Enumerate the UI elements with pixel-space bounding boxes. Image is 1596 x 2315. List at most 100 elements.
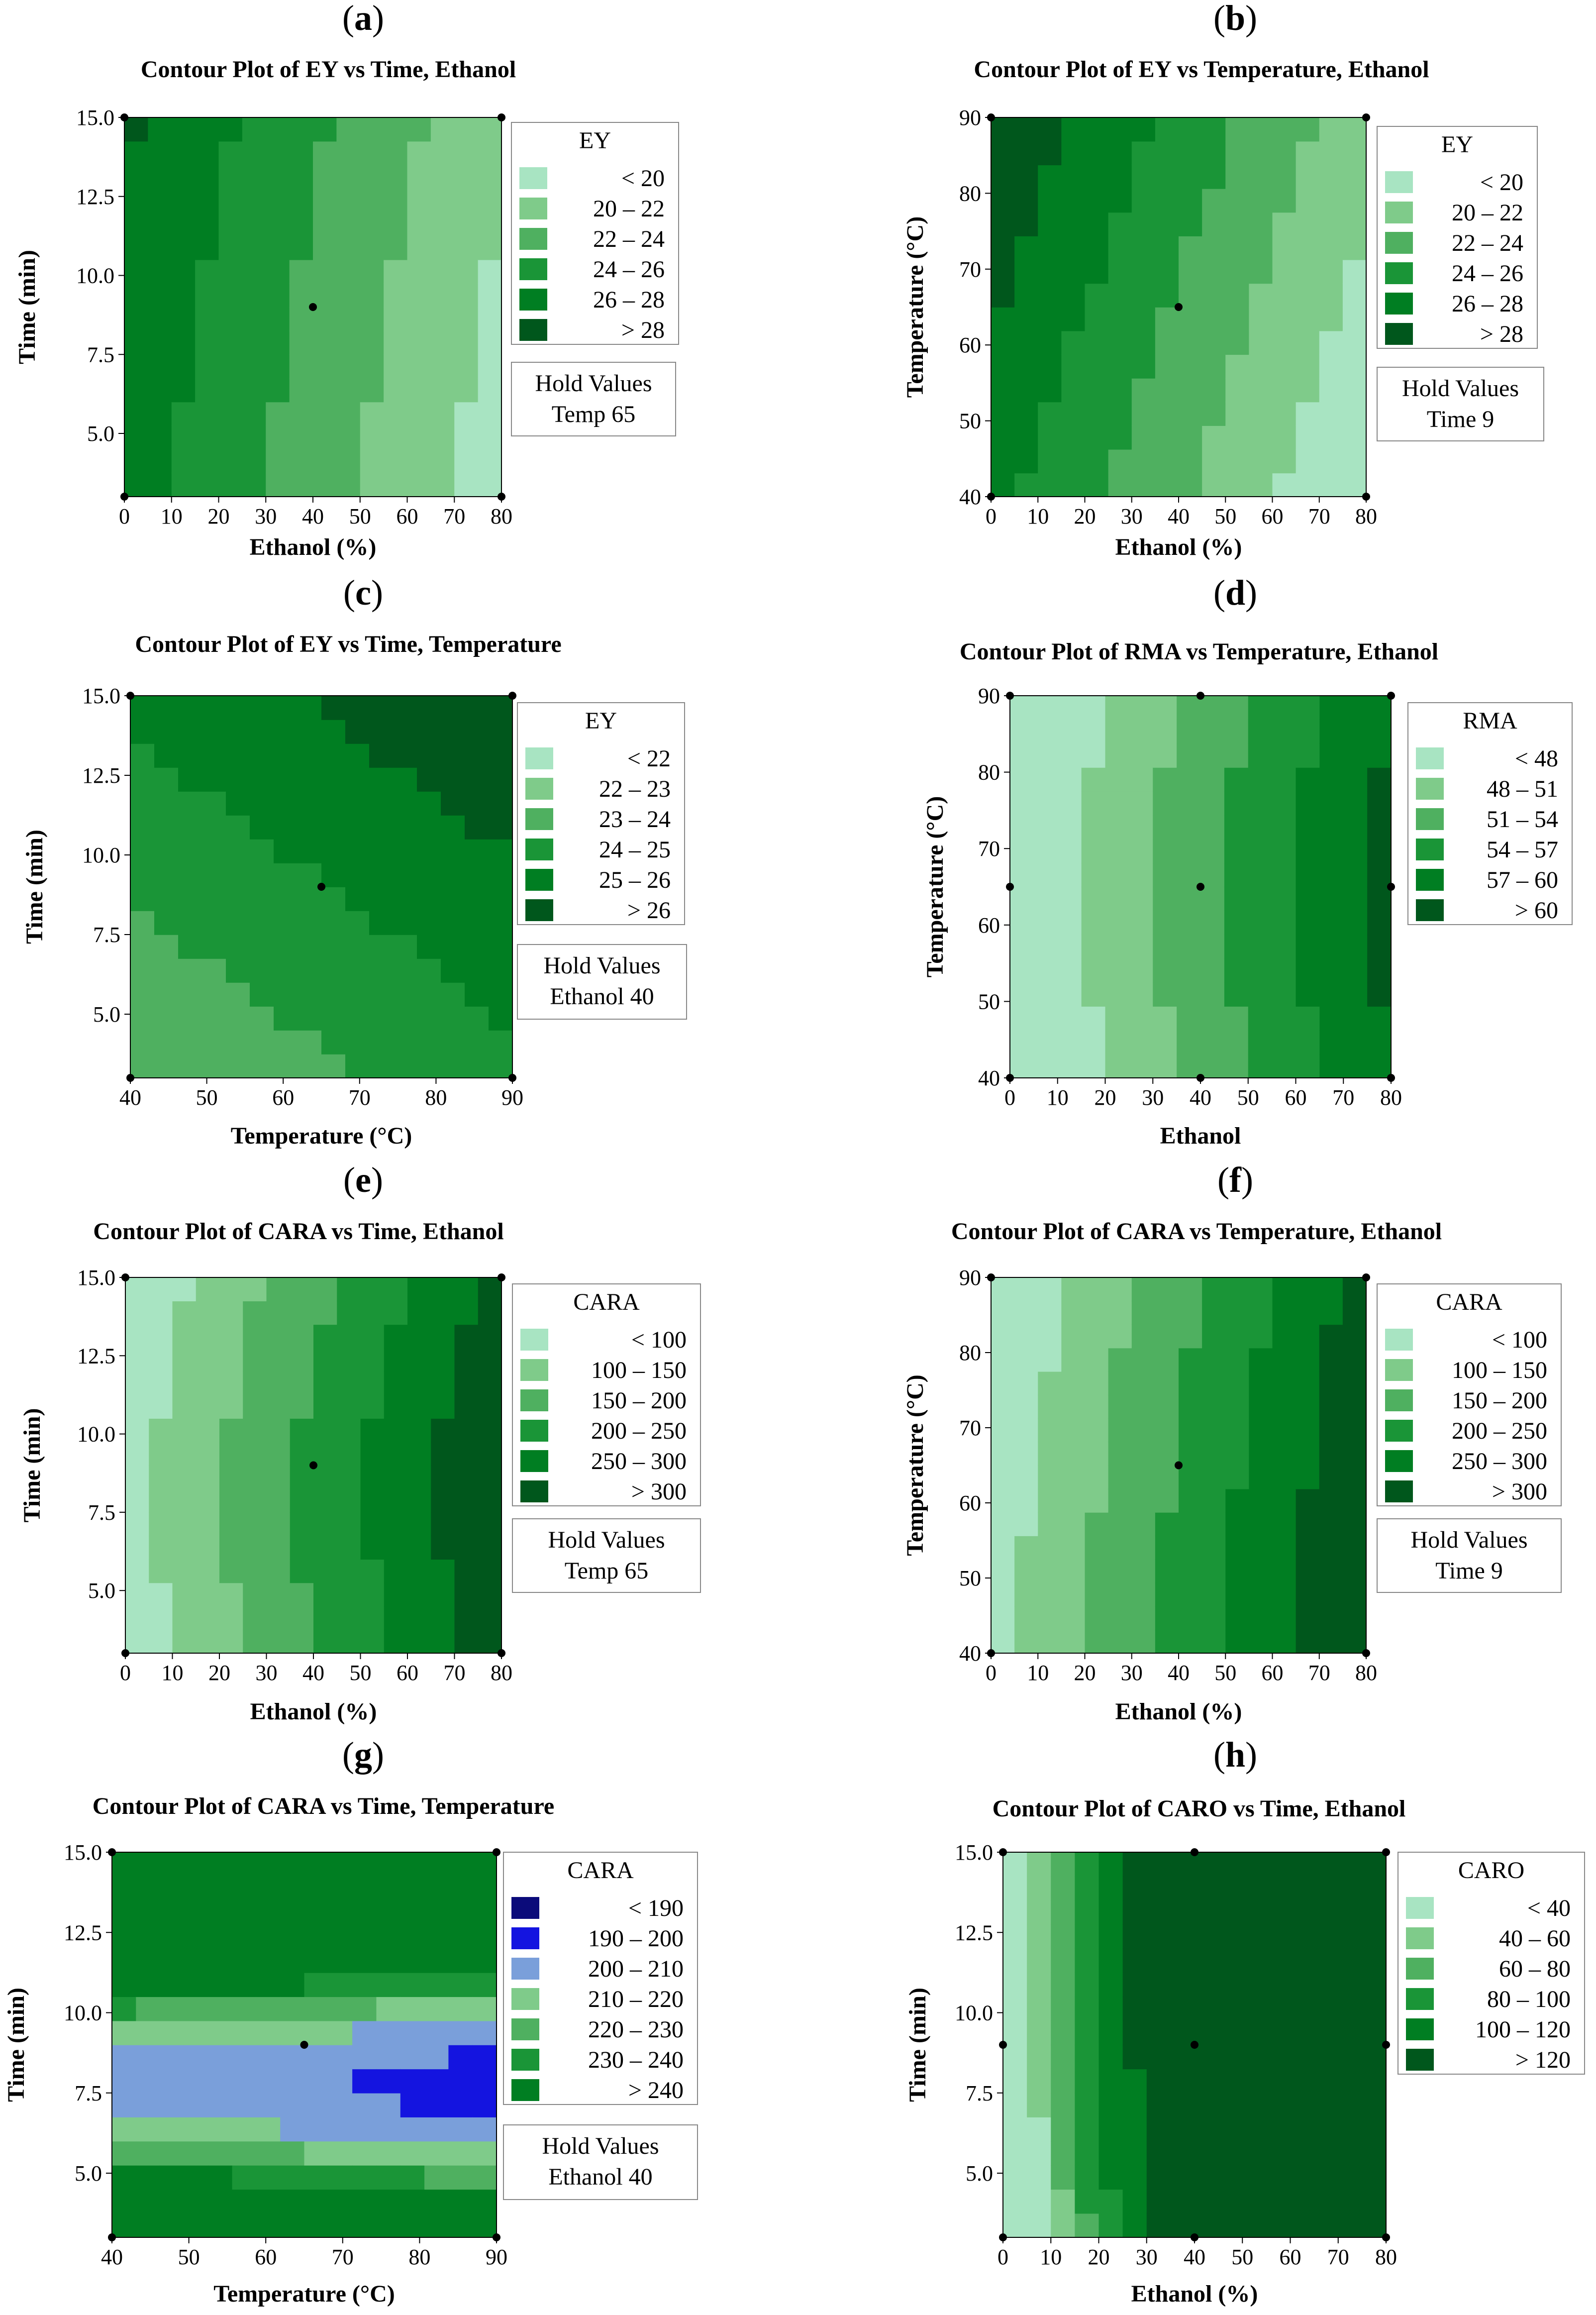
contour-cell — [290, 1629, 314, 1654]
contour-cell — [172, 1371, 197, 1395]
contour-cell — [1200, 1030, 1225, 1054]
contour-cell — [1038, 449, 1062, 474]
contour-cell — [1225, 1301, 1250, 1325]
contour-cell — [431, 1371, 455, 1395]
contour-cell — [1249, 1465, 1273, 1489]
contour-cell — [1129, 815, 1154, 840]
contour-cell — [184, 2045, 209, 2070]
contour-cell — [345, 911, 370, 935]
contour-cell — [208, 1948, 233, 1973]
contour-cell — [1010, 1006, 1034, 1031]
contour-cell — [430, 307, 455, 331]
contour-cell — [1003, 1948, 1027, 1973]
contour-cell — [1319, 165, 1343, 189]
x-tick-label: 50 — [1231, 2245, 1253, 2269]
contour-cell — [424, 2213, 449, 2238]
contour-cell — [1146, 1924, 1171, 1949]
contour-cell — [1051, 2093, 1076, 2117]
contour-cell — [1014, 449, 1039, 474]
contour-cell — [1296, 1442, 1320, 1466]
contour-cell — [1033, 935, 1058, 959]
x-tick-label: 30 — [1136, 2245, 1158, 2269]
legend-swatch — [511, 1988, 539, 2010]
contour-cell — [400, 2213, 425, 2238]
contour-cell — [1061, 1394, 1086, 1419]
contour-cell — [202, 696, 226, 720]
contour-cell — [1108, 473, 1132, 497]
contour-cell — [280, 1924, 305, 1949]
contour-cell — [1179, 236, 1202, 260]
contour-cell — [1249, 1512, 1273, 1536]
contour-cell — [1242, 1997, 1267, 2021]
contour-cell — [256, 1948, 281, 1973]
contour-cell — [1155, 330, 1179, 355]
x-tick-label: 70 — [1327, 2245, 1349, 2269]
contour-cell — [1195, 2093, 1219, 2117]
hold-box — [1377, 1518, 1562, 1593]
legend-swatch — [511, 2049, 539, 2071]
contour-cell — [376, 1900, 401, 1925]
contour-cell — [1248, 696, 1273, 720]
contour-cell — [1342, 449, 1367, 474]
contour-cell — [125, 1536, 150, 1560]
contour-cell — [1202, 188, 1226, 213]
x-tick-label: 80 — [1355, 504, 1377, 528]
contour-cell — [1085, 1606, 1109, 1630]
contour-cell — [991, 259, 1015, 284]
x-tick-label: 0 — [120, 1661, 131, 1685]
contour-cell — [218, 330, 243, 355]
contour-cell — [1225, 425, 1250, 450]
contour-cell — [1105, 743, 1130, 768]
contour-cell — [407, 378, 431, 403]
x-axis-label: Ethanol (%) — [250, 534, 377, 560]
contour-cell — [1296, 307, 1320, 331]
contour-cell — [112, 2093, 137, 2117]
contour-cell — [1296, 402, 1320, 426]
contour-cell — [130, 935, 155, 959]
contour-cell — [393, 743, 417, 768]
contour-cell — [1146, 1972, 1171, 1998]
contour-cell — [172, 1559, 197, 1583]
contour-cell — [393, 911, 417, 935]
contour-cell — [1038, 141, 1062, 166]
contour-cell — [1153, 1054, 1177, 1078]
contour-cell — [1249, 1394, 1273, 1419]
contour-cell — [1338, 1900, 1363, 1925]
contour-cell — [1170, 2093, 1195, 2117]
contour-cell — [1249, 212, 1273, 236]
contour-cell — [242, 449, 267, 474]
panel-letter-close: ) — [1245, 1735, 1257, 1775]
contour-cell — [337, 1394, 361, 1419]
contour-cell — [154, 743, 179, 768]
contour-cell — [232, 2020, 257, 2045]
contour-cell — [417, 911, 441, 935]
contour-cell — [1319, 188, 1343, 213]
contour-cell — [1342, 402, 1367, 426]
contour-cell — [1105, 720, 1130, 744]
contour-cell — [219, 1629, 244, 1654]
contour-cell — [454, 1629, 479, 1654]
contour-cell — [424, 2069, 449, 2094]
contour-cell — [112, 2069, 137, 2094]
contour-cell — [1296, 449, 1320, 474]
legend-swatch — [525, 808, 553, 830]
contour-cell — [1342, 141, 1367, 166]
contour-cell — [1202, 1629, 1226, 1654]
contour-cell — [454, 1582, 479, 1607]
contour-cell — [136, 2189, 161, 2214]
contour-cell — [250, 958, 274, 983]
contour-cell — [430, 117, 455, 142]
contour-cell — [1290, 1900, 1315, 1925]
contour-cell — [337, 1324, 361, 1349]
contour-cell — [1296, 1324, 1320, 1349]
contour-cell — [489, 1006, 513, 1031]
contour-cell — [1314, 2141, 1339, 2166]
contour-cell — [441, 1054, 465, 1078]
contour-cell — [417, 935, 441, 959]
contour-cell — [1003, 1972, 1027, 1998]
contour-cell — [1057, 815, 1082, 840]
contour-cell — [1218, 1972, 1243, 1998]
design-point — [1191, 1848, 1198, 1856]
contour-cell — [1105, 815, 1130, 840]
contour-cell — [472, 1876, 497, 1901]
